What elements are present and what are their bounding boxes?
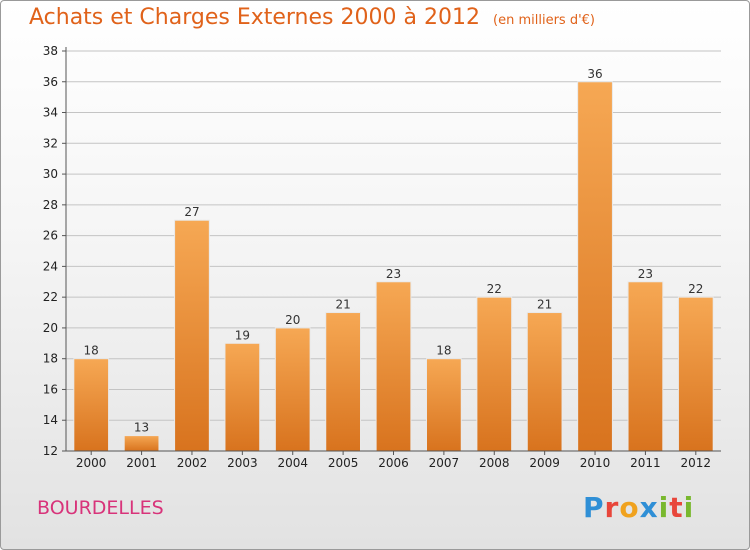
bar <box>375 281 412 452</box>
bar-value-label: 13 <box>134 421 149 435</box>
bar <box>73 358 110 452</box>
x-tick-label: 2008 <box>479 456 510 470</box>
bar <box>123 435 160 452</box>
bar-value-label: 21 <box>335 298 350 312</box>
bar <box>224 342 261 452</box>
logo-letter: o <box>619 491 640 524</box>
x-tick-label: 2006 <box>378 456 409 470</box>
logo-letter: i <box>658 491 670 524</box>
x-tick-label: 2001 <box>126 456 157 470</box>
bar <box>426 358 462 452</box>
bar-value-label: 21 <box>537 298 552 312</box>
bar <box>677 296 714 452</box>
y-tick-label: 36 <box>43 75 58 89</box>
x-tick-label: 2003 <box>227 456 258 470</box>
bar-value-label: 22 <box>487 282 502 296</box>
bar-value-label: 23 <box>386 267 401 281</box>
x-tick-label: 2011 <box>630 456 661 470</box>
bar <box>627 281 664 452</box>
y-tick-label: 30 <box>43 167 58 181</box>
x-tick-label: 2000 <box>76 456 107 470</box>
x-tick-label: 2007 <box>429 456 460 470</box>
bar <box>577 81 613 452</box>
y-tick-label: 34 <box>43 106 58 120</box>
x-tick-label: 2002 <box>177 456 208 470</box>
bar-value-label: 36 <box>587 67 602 81</box>
logo-letter: r <box>604 491 620 524</box>
y-tick-label: 28 <box>43 198 58 212</box>
bar <box>274 327 311 452</box>
y-tick-label: 18 <box>43 352 58 366</box>
bar-value-label: 18 <box>84 344 99 358</box>
chart-title: Achats et Charges Externes 2000 à 2012 (… <box>29 5 595 30</box>
logo-letter: x <box>639 491 659 524</box>
chart-title-unit: (en milliers d'€) <box>493 13 595 28</box>
y-tick-label: 22 <box>43 290 58 304</box>
y-tick-label: 16 <box>43 382 58 396</box>
logo-letter: t <box>669 491 684 524</box>
y-tick-label: 20 <box>43 321 58 335</box>
bar <box>526 312 563 452</box>
x-tick-label: 2004 <box>277 456 308 470</box>
x-tick-label: 2009 <box>529 456 560 470</box>
y-tick-label: 12 <box>43 444 58 458</box>
bar-value-label: 22 <box>688 282 703 296</box>
bar <box>476 296 513 452</box>
y-tick-label: 14 <box>43 413 58 427</box>
y-tick-label: 26 <box>43 229 58 243</box>
bar-value-label: 27 <box>184 205 199 219</box>
bar-value-label: 18 <box>436 344 451 358</box>
chart-title-main: Achats et Charges Externes 2000 à 2012 <box>29 5 480 30</box>
logo-letter: P <box>583 491 605 524</box>
logo-letter: i <box>683 491 695 524</box>
x-tick-label: 2005 <box>328 456 359 470</box>
bar-value-label: 23 <box>638 267 653 281</box>
bar <box>325 312 361 452</box>
bar <box>174 219 210 452</box>
proxiti-logo: Proxiti <box>583 491 694 524</box>
y-tick-label: 32 <box>43 136 58 150</box>
y-tick-label: 24 <box>43 259 58 273</box>
bar-value-label: 19 <box>235 328 250 342</box>
bar-value-label: 20 <box>285 313 300 327</box>
y-tick-label: 38 <box>43 44 58 58</box>
place-name: BOURDELLES <box>37 497 164 519</box>
x-tick-label: 2010 <box>580 456 611 470</box>
x-tick-label: 2012 <box>681 456 712 470</box>
